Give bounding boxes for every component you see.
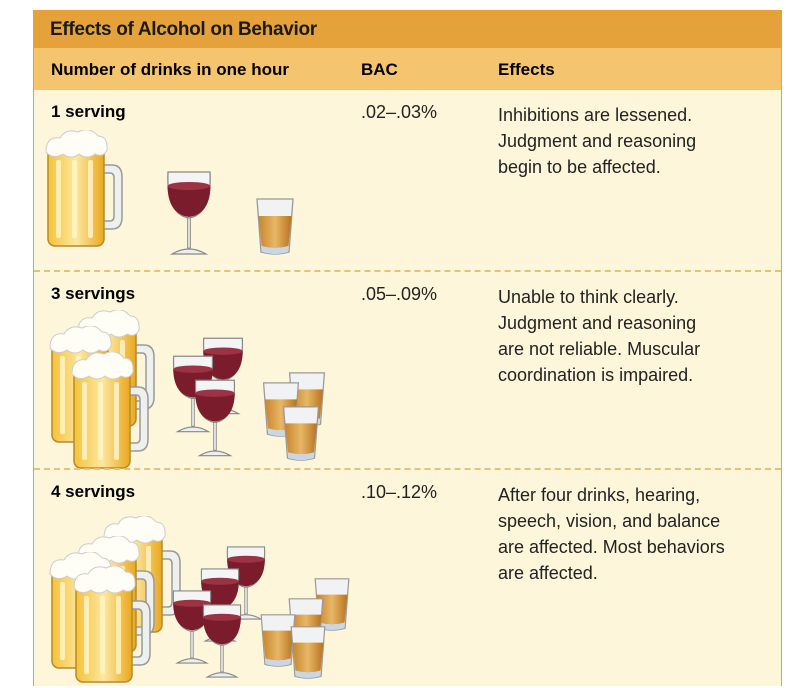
effects-line: are not reliable. Muscular bbox=[498, 336, 700, 362]
column-header: Effects bbox=[498, 60, 555, 80]
table: Effects of Alcohol on Behavior Number of… bbox=[33, 10, 782, 686]
effects: After four drinks, hearing, speech, visi… bbox=[498, 482, 725, 586]
bac: .02–.03% bbox=[361, 102, 437, 123]
header-row: Number of drinks in one hour BAC Effects bbox=[34, 48, 781, 90]
bac: .10–.12% bbox=[361, 482, 437, 503]
effects: Unable to think clearly. Judgment and re… bbox=[498, 284, 700, 388]
shot-glass bbox=[291, 627, 325, 678]
bac: .05–.09% bbox=[361, 284, 437, 305]
effects-line: Judgment and reasoning bbox=[498, 128, 696, 154]
column-header: Number of drinks in one hour bbox=[51, 60, 289, 80]
wine-glass bbox=[195, 380, 235, 455]
effects-line: Judgment and reasoning bbox=[498, 310, 700, 336]
column-header: BAC bbox=[361, 60, 398, 80]
table-row: 1 serving .02–.03% Inhibitions are lesse… bbox=[34, 90, 781, 270]
effects-line: After four drinks, hearing, bbox=[498, 482, 725, 508]
servings: 4 servings bbox=[51, 482, 135, 502]
shot-glass bbox=[257, 199, 293, 254]
servings: 1 serving bbox=[51, 102, 126, 122]
effects: Inhibitions are lessened. Judgment and r… bbox=[498, 102, 696, 180]
table-row: 3 servings .05–.09% Unable to think clea… bbox=[34, 270, 781, 470]
shot-glass bbox=[261, 615, 295, 666]
page: Effects of Alcohol on Behavior Number of… bbox=[0, 0, 786, 686]
effects-line: are affected. bbox=[498, 560, 725, 586]
effects-line: Unable to think clearly. bbox=[498, 284, 700, 310]
effects-line: Inhibitions are lessened. bbox=[498, 102, 696, 128]
drinks-illustration bbox=[34, 302, 354, 470]
effects-line: begin to be affected. bbox=[498, 154, 696, 180]
servings: 3 servings bbox=[51, 284, 135, 304]
table-row: 4 servings .10–.12% After four drinks, h… bbox=[34, 468, 781, 688]
shot-glass bbox=[284, 407, 319, 460]
effects-line: speech, vision, and balance bbox=[498, 508, 725, 534]
wine-glass bbox=[168, 172, 211, 254]
effects-line: are affected. Most behaviors bbox=[498, 534, 725, 560]
beer-mug bbox=[46, 130, 122, 246]
drinks-illustration bbox=[34, 500, 354, 688]
effects-line: coordination is impaired. bbox=[498, 362, 700, 388]
drinks-illustration bbox=[34, 120, 354, 270]
table-title: Effects of Alcohol on Behavior bbox=[34, 10, 781, 48]
